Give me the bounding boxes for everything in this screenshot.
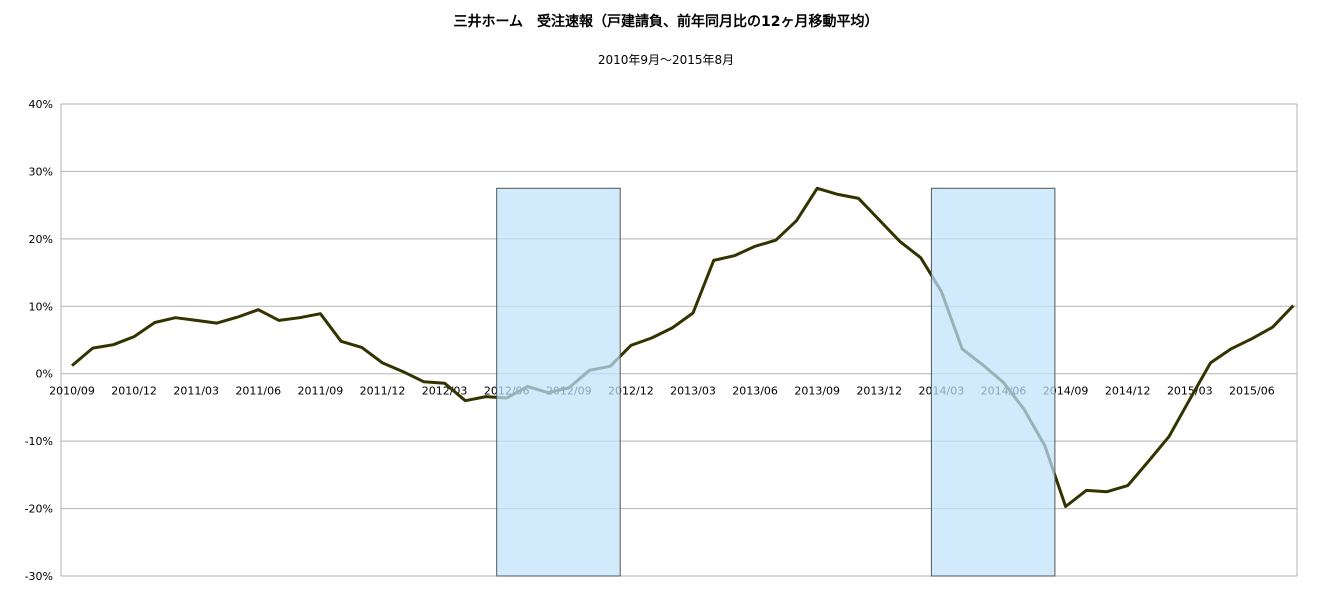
- gridlines: [61, 103, 1297, 577]
- x-tick-label: 2013/09: [794, 385, 840, 398]
- x-tick-label: 2013/12: [856, 385, 902, 398]
- highlight-regions: [496, 187, 1056, 577]
- y-tick-label: -20%: [25, 503, 53, 516]
- chart-title: 三井ホーム 受注速報（戸建請負、前年同月比の12ヶ月移動平均）: [453, 13, 878, 30]
- highlight-region: [496, 187, 621, 577]
- y-tick-label: -10%: [25, 435, 53, 448]
- x-tick-label: 2010/12: [111, 385, 157, 398]
- x-tick-label: 2011/12: [360, 385, 406, 398]
- y-axis: 40% 30% 20% 10% 0% -10% -20% -30%: [25, 98, 1298, 583]
- x-tick-label: 2010/09: [49, 385, 95, 398]
- y-tick-label: 20%: [29, 233, 53, 246]
- x-tick-label: 2011/03: [173, 385, 219, 398]
- series-group: [71, 186, 1295, 508]
- chart-subtitle: 2010年9月〜2015年8月: [598, 53, 734, 67]
- y-tick-label: -30%: [25, 570, 53, 583]
- x-tick-label: 2013/06: [732, 385, 778, 398]
- x-tick-label: 2011/09: [298, 385, 344, 398]
- x-axis: 2010/09 2010/12 2011/03 2011/06 2011/09 2011/…: [49, 385, 1275, 398]
- x-tick-label: 2014/12: [1105, 385, 1151, 398]
- y-tick-label: 0%: [36, 368, 53, 381]
- x-tick-label: 2013/03: [670, 385, 716, 398]
- series-line: [71, 186, 1295, 508]
- x-tick-label: 2015/06: [1229, 385, 1275, 398]
- y-tick-label: 40%: [29, 98, 53, 111]
- highlight-region: [930, 187, 1056, 577]
- y-tick-label: 10%: [29, 300, 53, 313]
- y-tick-label: 30%: [29, 165, 53, 178]
- x-tick-label: 2015/03: [1167, 385, 1213, 398]
- x-tick-label: 2011/06: [235, 385, 281, 398]
